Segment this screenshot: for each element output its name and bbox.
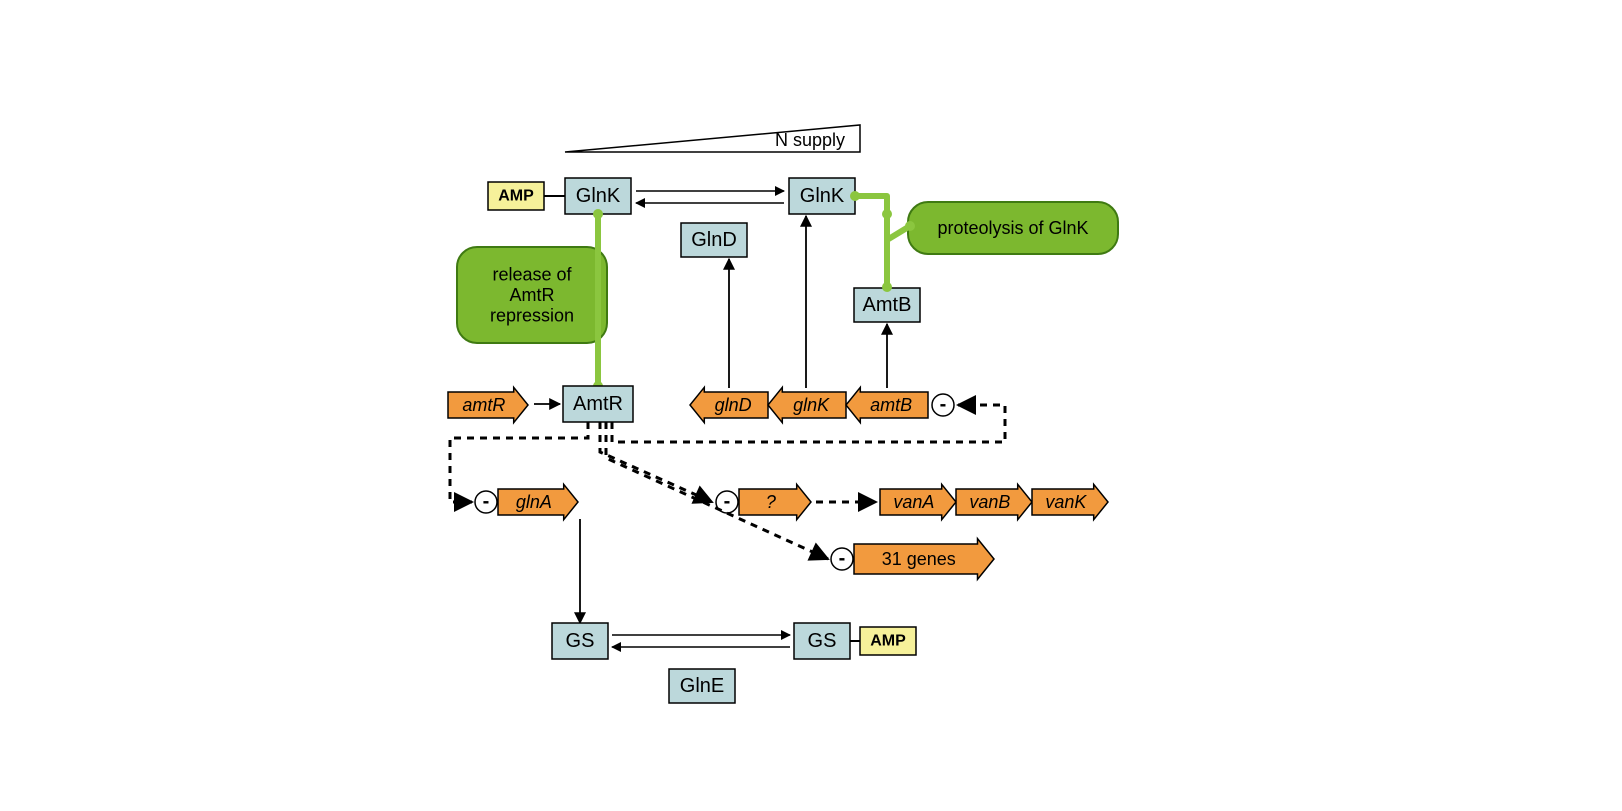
svg-text:-: - [483, 491, 490, 513]
minus-glna: - [475, 491, 497, 514]
minus-operon: - [932, 394, 954, 417]
protein-glnk-right: GlnK [789, 178, 855, 214]
svg-text:?: ? [766, 492, 776, 512]
n-supply-wedge: N supply [565, 125, 860, 152]
protein-amtb: AmtB [854, 288, 920, 322]
callout-proteolysis: proteolysis of GlnK [908, 202, 1118, 254]
gene-amtr: amtR [448, 387, 528, 422]
amp-left: AMP [488, 182, 544, 210]
amp-right: AMP [860, 627, 916, 655]
svg-text:glnD: glnD [715, 395, 752, 415]
protein-gs-right: GS [794, 623, 850, 659]
minus-31: - [831, 548, 853, 571]
svg-text:glnA: glnA [516, 492, 552, 512]
svg-text:GlnD: GlnD [691, 229, 737, 251]
gene-31: 31 genes [854, 539, 994, 580]
svg-text:vanA: vanA [893, 492, 934, 512]
gene-vana: vanA [880, 484, 956, 519]
protein-glnd: GlnD [681, 223, 747, 257]
gene-glnk: glnK [768, 387, 846, 422]
svg-text:amtR: amtR [462, 395, 505, 415]
svg-text:GlnE: GlnE [680, 675, 724, 697]
svg-text:vanB: vanB [969, 492, 1010, 512]
svg-text:-: - [724, 491, 731, 513]
svg-text:amtB: amtB [870, 395, 912, 415]
svg-text:-: - [940, 394, 947, 416]
svg-text:GlnK: GlnK [800, 185, 845, 207]
svg-text:GS: GS [566, 630, 595, 652]
svg-text:N supply: N supply [775, 130, 845, 150]
svg-text:AMP: AMP [498, 188, 534, 205]
svg-text:GlnK: GlnK [576, 185, 621, 207]
gene-vanb: vanB [956, 484, 1032, 519]
gene-glnd: glnD [690, 387, 768, 422]
svg-text:31 genes: 31 genes [882, 549, 956, 569]
svg-text:-: - [839, 548, 846, 570]
gene-amtb: amtB [846, 387, 928, 422]
svg-text:AmtB: AmtB [863, 294, 912, 316]
protein-glne: GlnE [669, 669, 735, 703]
gene-vank: vanK [1032, 484, 1108, 519]
svg-text:AMP: AMP [870, 633, 906, 650]
protein-glnk-left: GlnK [565, 178, 631, 214]
svg-text:glnK: glnK [793, 395, 830, 415]
svg-text:vanK: vanK [1045, 492, 1087, 512]
gene-glna: glnA [498, 484, 578, 519]
svg-text:GS: GS [808, 630, 837, 652]
svg-text:proteolysis of GlnK: proteolysis of GlnK [937, 218, 1088, 238]
protein-gs-left: GS [552, 623, 608, 659]
callout-release: release ofAmtRrepression [457, 247, 607, 343]
protein-amtr: AmtR [563, 386, 633, 422]
gene-unknown: ? [739, 484, 811, 519]
svg-text:AmtR: AmtR [573, 393, 623, 415]
